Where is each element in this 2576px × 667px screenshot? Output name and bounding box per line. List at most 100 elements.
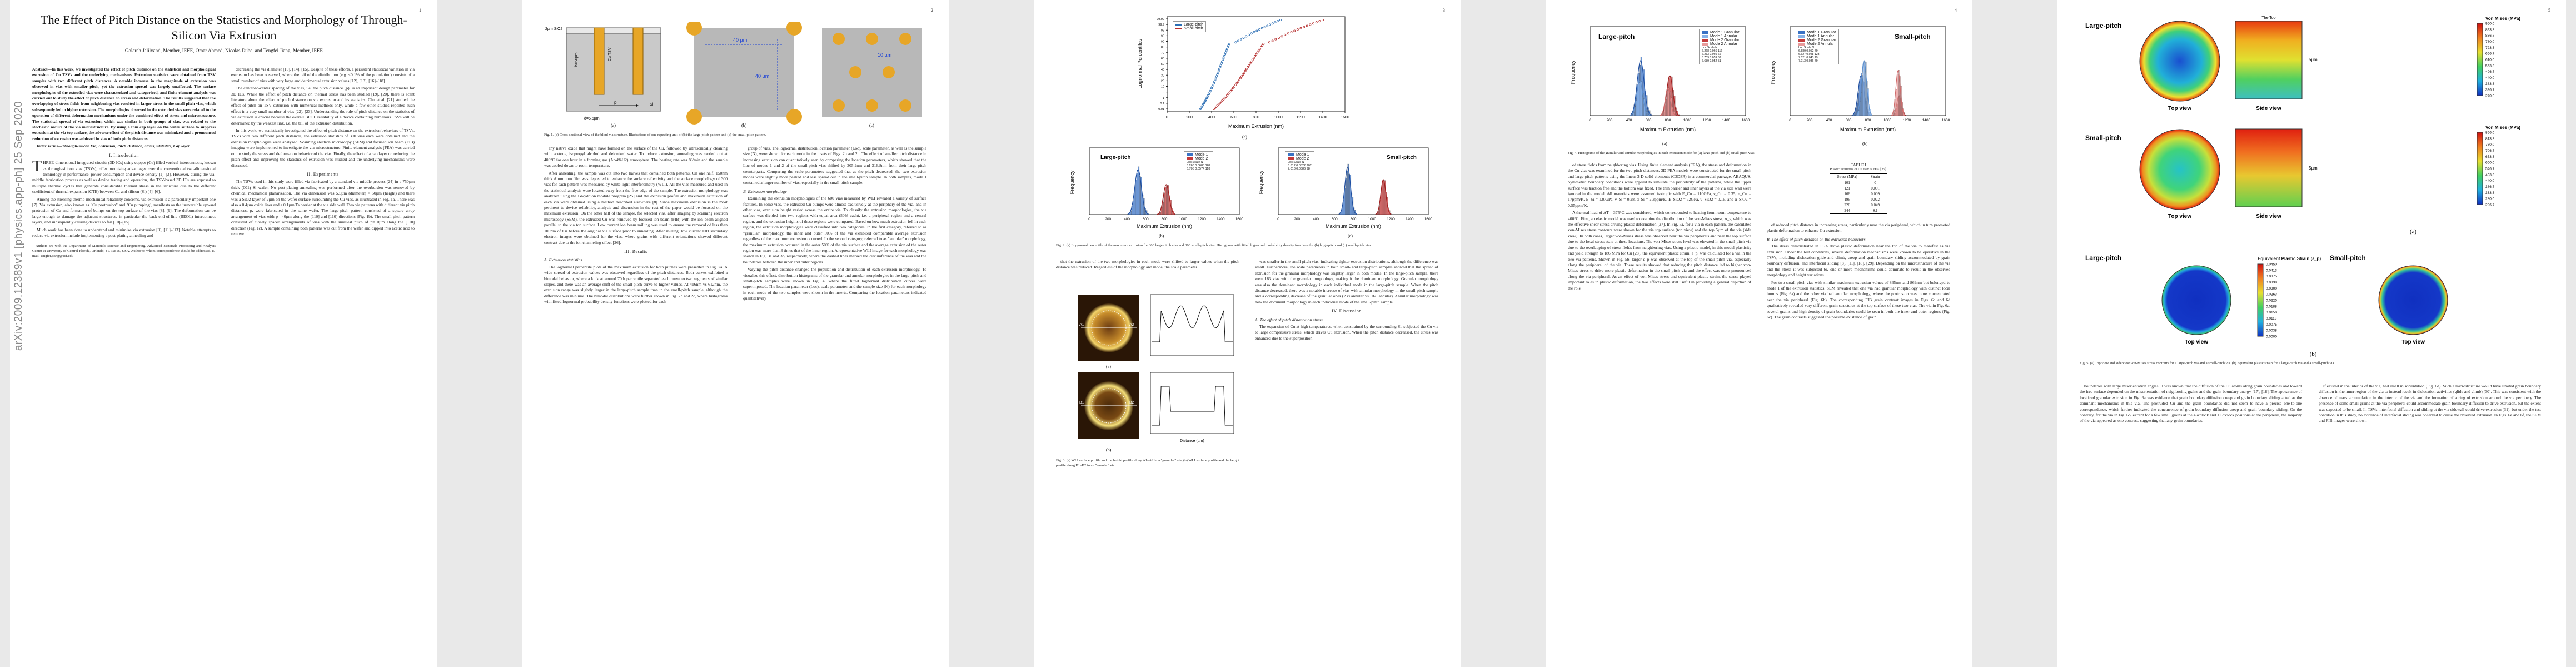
data-point — [1224, 53, 1227, 56]
view-label: Top view — [2168, 106, 2191, 112]
x-axis-label: Maximum Extrusion (nm) — [1228, 123, 1284, 129]
histogram-bar — [1382, 182, 1384, 215]
data-point — [1237, 80, 1239, 83]
data-point — [1299, 27, 1302, 29]
data-point — [1260, 27, 1263, 29]
x-tick-label: 1400 — [1217, 217, 1225, 221]
data-point — [1271, 39, 1274, 42]
body-paragraph: that the extrusion of the two morphologi… — [1056, 259, 1239, 270]
y-tick-label: 60 — [1161, 57, 1164, 61]
data-point — [1224, 51, 1227, 54]
page-4: 4 0 200 400 600 800 1000 1200 1400 1600 Maximum … — [1546, 0, 1972, 667]
data-point — [1257, 49, 1260, 52]
histogram-bar — [1162, 202, 1164, 215]
x-tick-label: 1200 — [1903, 118, 1911, 122]
data-point — [1262, 43, 1265, 46]
histogram-bar — [1640, 81, 1641, 116]
body-paragraph: any native oxide that might have formed … — [544, 146, 728, 168]
legend-item: Mode 1 Granular — [1798, 31, 1836, 34]
x-tick-label: 0 — [1277, 217, 1279, 221]
colorbar-tick-label: 653.3 — [2485, 155, 2495, 159]
data-point — [1277, 20, 1279, 23]
subfig-label: (b) — [1862, 141, 1868, 146]
fit-curve — [1375, 179, 1392, 215]
x-tick-label: 400 — [1208, 116, 1215, 120]
histogram-bars — [1338, 163, 1392, 215]
body-paragraph: decreasing the via diameter [10], [14], … — [231, 67, 415, 83]
point-label: B2 — [1129, 401, 1134, 405]
x-tick-label: 800 — [1351, 217, 1357, 221]
x-tick-label: 1000 — [1884, 118, 1892, 122]
subsection-heading: A. The effect of pitch distance on stres… — [1255, 317, 1323, 322]
histogram-bar — [1895, 89, 1897, 116]
data-point — [1250, 32, 1253, 35]
histogram-bar — [1383, 180, 1385, 215]
table-cell: 0.049 — [1871, 203, 1880, 207]
page-number: 3 — [1443, 8, 1445, 13]
colorbar-tick-label: 0.0413 — [2266, 268, 2277, 272]
x-tick-label: 600 — [1143, 217, 1149, 221]
body-paragraph: was smaller in the small-pitch vias, ind… — [1255, 259, 1438, 305]
table-header: Stress (MPa) — [1830, 173, 1864, 180]
page-1: 1 arXiv:2009.12389v1 [physics.app-ph] 25… — [10, 0, 437, 667]
x-tick-label: 800 — [1253, 116, 1259, 120]
fit-curve — [1338, 166, 1357, 215]
body-paragraph: After annealing, the sample was cut into… — [544, 170, 728, 245]
x-axis-label: Maximum Extrusion (nm) — [1640, 127, 1696, 132]
colorbar-tick-label: 706.7 — [2485, 149, 2495, 153]
x-axis-label: Maximum Extrusion (nm) — [1137, 223, 1192, 229]
side-top-label: The Top — [2261, 16, 2275, 20]
y-ticks: 99.99 99.9 99 95 90 80 70 60 50 40 30 20 10 5 1 0.1 0.01 — [1157, 18, 1168, 111]
small-pitch-plastic-strain — [2378, 265, 2448, 335]
data-point — [1306, 24, 1308, 27]
data-point — [1263, 26, 1266, 28]
table-1: TABLE I Plastic properties of Cu used in… — [1767, 162, 1950, 214]
data-point — [1235, 82, 1238, 84]
histogram-bar — [1666, 90, 1668, 116]
colorbar-tick-label: 0.0375 — [2266, 275, 2277, 278]
fit-curve — [1630, 60, 1652, 116]
data-point — [1254, 55, 1257, 58]
y-tick-label: 10 — [1161, 86, 1164, 89]
data-point — [1242, 36, 1245, 39]
data-point — [1220, 101, 1223, 103]
x-tick-label: 800 — [1162, 217, 1168, 221]
view-label: Top view — [2401, 339, 2425, 345]
data-point — [1303, 26, 1306, 28]
x-tick-label: 1400 — [1922, 118, 1931, 122]
data-point — [1258, 28, 1261, 31]
page-number: 1 — [419, 8, 421, 13]
data-point — [1229, 90, 1232, 93]
via — [686, 20, 702, 36]
pitch-10-label: 10 µm — [878, 52, 891, 58]
colorbar-tick-label: 600.0 — [2485, 161, 2495, 165]
colorbar-tick-label: 440.0 — [2485, 179, 2495, 183]
data-point — [1255, 53, 1258, 56]
subfig-label: (b) — [1106, 447, 1112, 452]
colorbar-tick-label: 0.0225 — [2266, 299, 2277, 303]
large-pitch-plastic-strain — [2161, 265, 2231, 335]
x-tick-label: 1200 — [1198, 217, 1206, 221]
colorbar-tick-label: 780.0 — [2485, 40, 2495, 44]
table-cell: 226 — [1844, 203, 1850, 207]
histogram-bar — [1169, 195, 1170, 215]
colorbar-ticks-small: 866.0 813.3 760.0 706.7 653.3 600.0 546.7 493.3… — [2485, 131, 2495, 207]
data-point — [1247, 66, 1249, 69]
view-label: Top view — [2168, 213, 2191, 220]
drop-cap: T — [32, 158, 42, 176]
legend-item-mode2: Mode 2 — [1288, 157, 1312, 161]
page2-col-left: any native oxide that might have formed … — [544, 146, 728, 307]
data-point — [1240, 75, 1243, 78]
via — [786, 109, 802, 125]
x-ticks: 0 200 400 600 800 1000 1200 1400 1600 — [1789, 118, 1950, 122]
plot-frame — [1167, 16, 1346, 112]
data-point — [1220, 62, 1223, 65]
si-label: Si — [650, 103, 654, 107]
colorbar-tick-label: 0.0188 — [2266, 305, 2277, 308]
subfig-label: (b) — [2310, 351, 2317, 357]
y-tick-label: 99.9 — [1158, 23, 1164, 27]
data-point — [1224, 96, 1227, 98]
data-point — [1222, 98, 1225, 101]
arxiv-stamp: arXiv:2009.12389v1 [physics.app-ph] 25 S… — [13, 101, 24, 351]
figure-2c-legend: Mode 1 Mode 2 Loc Scale N 6.612 0.0522 2… — [1285, 151, 1314, 172]
